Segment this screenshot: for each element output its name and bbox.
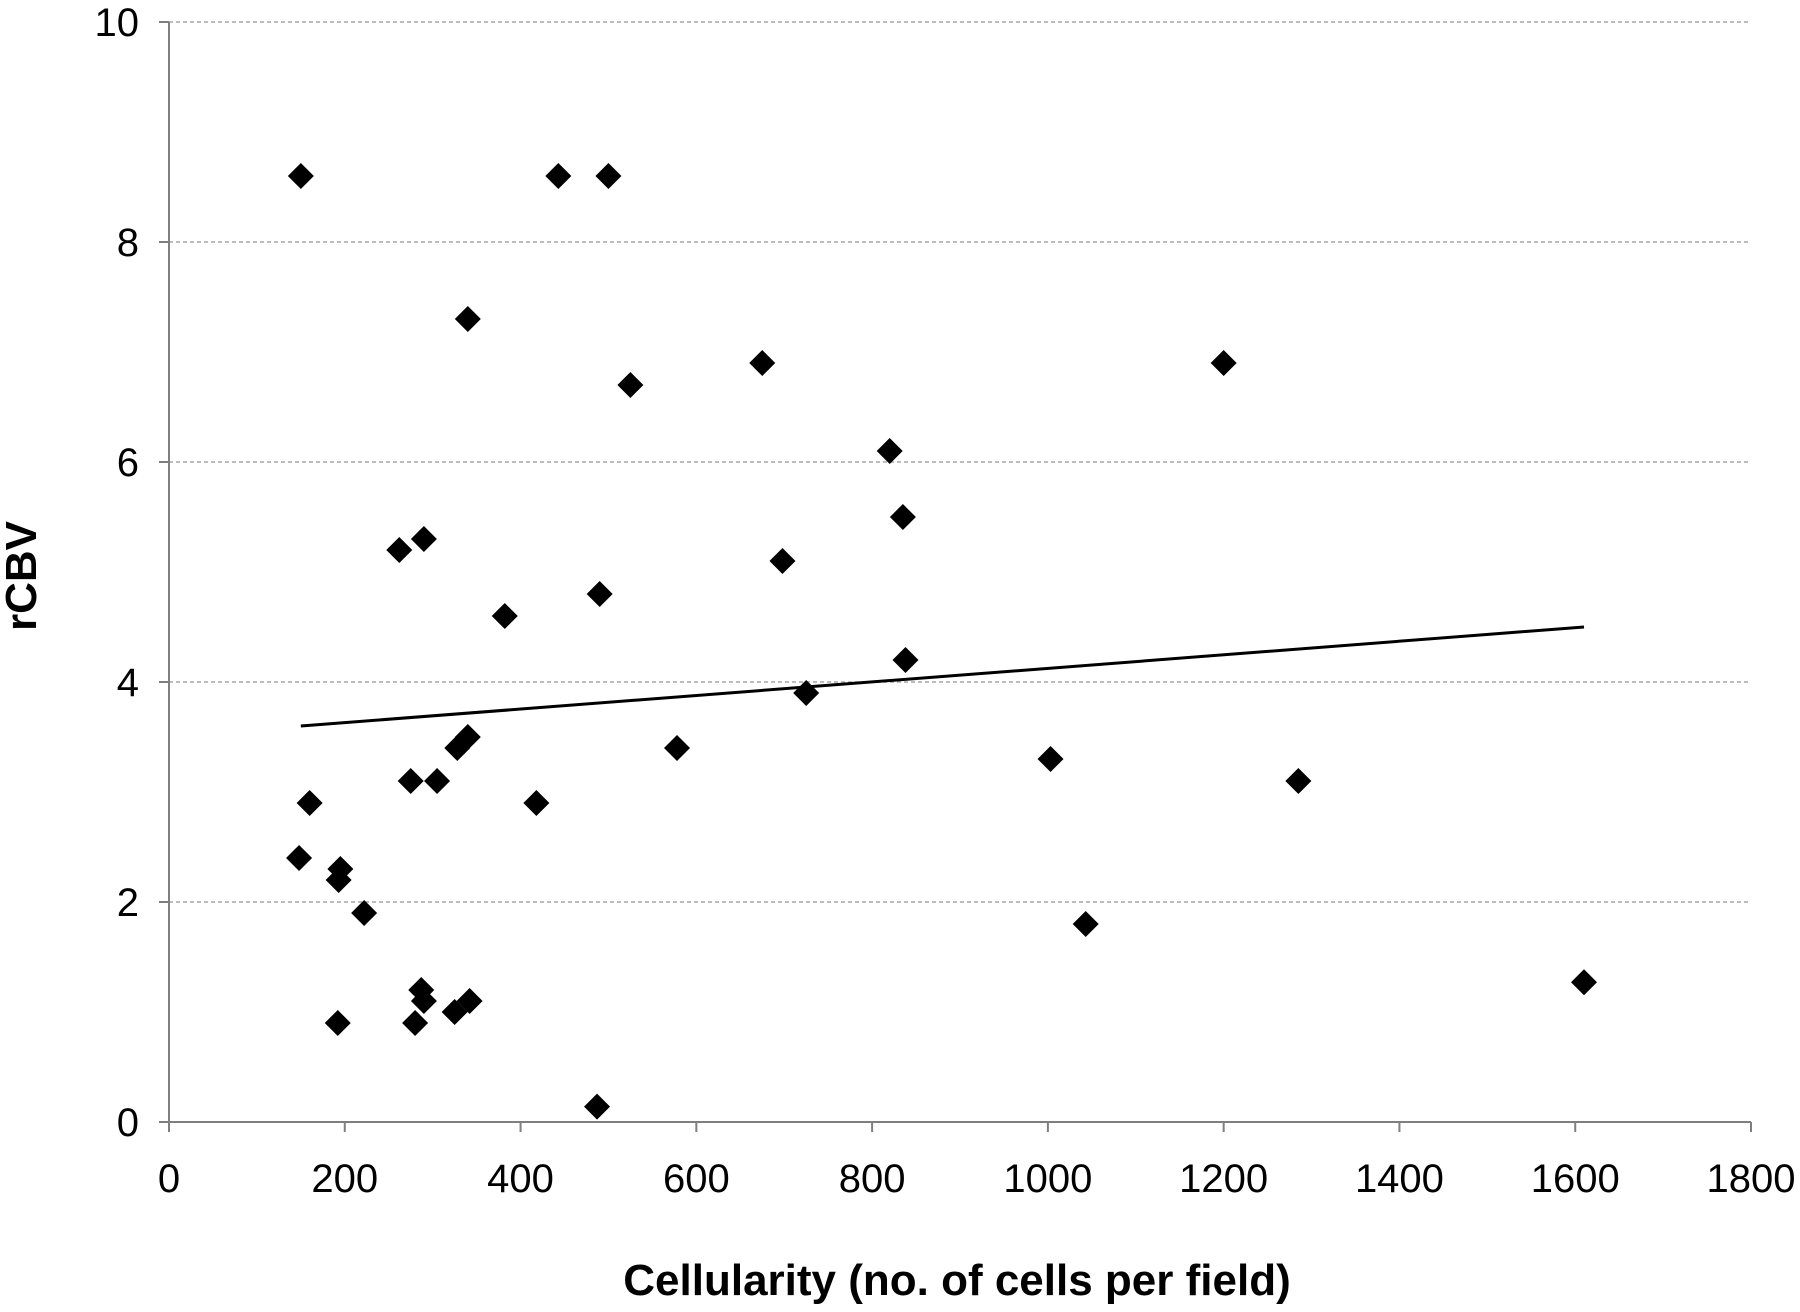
data-point xyxy=(325,867,352,893)
data-point xyxy=(410,988,437,1014)
data-point xyxy=(595,163,622,189)
x-tick-label: 800 xyxy=(839,1157,906,1201)
y-tick-label: 0 xyxy=(117,1101,139,1145)
data-point xyxy=(286,845,313,871)
data-point xyxy=(1072,911,1099,937)
data-point xyxy=(584,1093,611,1120)
data-point xyxy=(287,163,314,189)
data-point xyxy=(441,999,468,1025)
data-point xyxy=(386,537,413,563)
tick-labels: 0 2 4 6 8 10 0 200 400 600 800 1000 1200 1400 1600 1800 xyxy=(95,1,1796,1201)
data-point xyxy=(793,680,820,706)
trendline-layer xyxy=(300,625,1585,728)
data-point xyxy=(1285,768,1312,794)
grid-lines xyxy=(169,21,1751,903)
data-point xyxy=(769,548,796,574)
x-tick-label: 200 xyxy=(311,1157,378,1201)
data-point xyxy=(324,1010,351,1036)
y-tick-label: 8 xyxy=(117,221,139,265)
data-point xyxy=(892,647,919,673)
data-point xyxy=(351,900,378,926)
data-point xyxy=(491,603,518,629)
data-points xyxy=(286,163,1598,1120)
x-tick-label: 1200 xyxy=(1179,1157,1268,1201)
data-point xyxy=(296,790,323,816)
data-point xyxy=(424,768,451,794)
data-point xyxy=(889,504,916,530)
y-tick-label: 10 xyxy=(95,1,140,45)
data-point xyxy=(617,372,644,398)
data-point xyxy=(876,438,903,464)
data-point xyxy=(454,306,481,332)
x-tick-label: 600 xyxy=(663,1157,730,1201)
data-point xyxy=(749,350,776,376)
data-point xyxy=(1571,969,1598,996)
trendline xyxy=(300,625,1585,728)
x-tick-label: 400 xyxy=(487,1157,554,1201)
x-tick-label: 1600 xyxy=(1531,1157,1620,1201)
axes xyxy=(159,21,1752,1132)
data-point xyxy=(402,1010,429,1036)
x-tick-label: 0 xyxy=(158,1157,180,1201)
data-point xyxy=(1037,746,1064,772)
y-tick-label: 2 xyxy=(117,881,139,925)
data-point xyxy=(444,735,471,761)
data-point xyxy=(397,768,424,794)
x-axis-title: Cellularity (no. of cells per field) xyxy=(623,1256,1290,1305)
x-tick-label: 1400 xyxy=(1355,1157,1444,1201)
data-point xyxy=(523,790,550,816)
data-point xyxy=(663,735,690,761)
data-point xyxy=(586,581,613,607)
y-axis-title: rCBV xyxy=(0,520,46,631)
y-tick-label: 4 xyxy=(117,661,139,705)
data-point xyxy=(1210,350,1237,376)
data-point xyxy=(545,163,572,189)
x-tick-label: 1800 xyxy=(1707,1157,1796,1201)
x-tick-label: 1000 xyxy=(1003,1157,1092,1201)
y-tick-label: 6 xyxy=(117,441,139,485)
data-point xyxy=(410,526,437,552)
